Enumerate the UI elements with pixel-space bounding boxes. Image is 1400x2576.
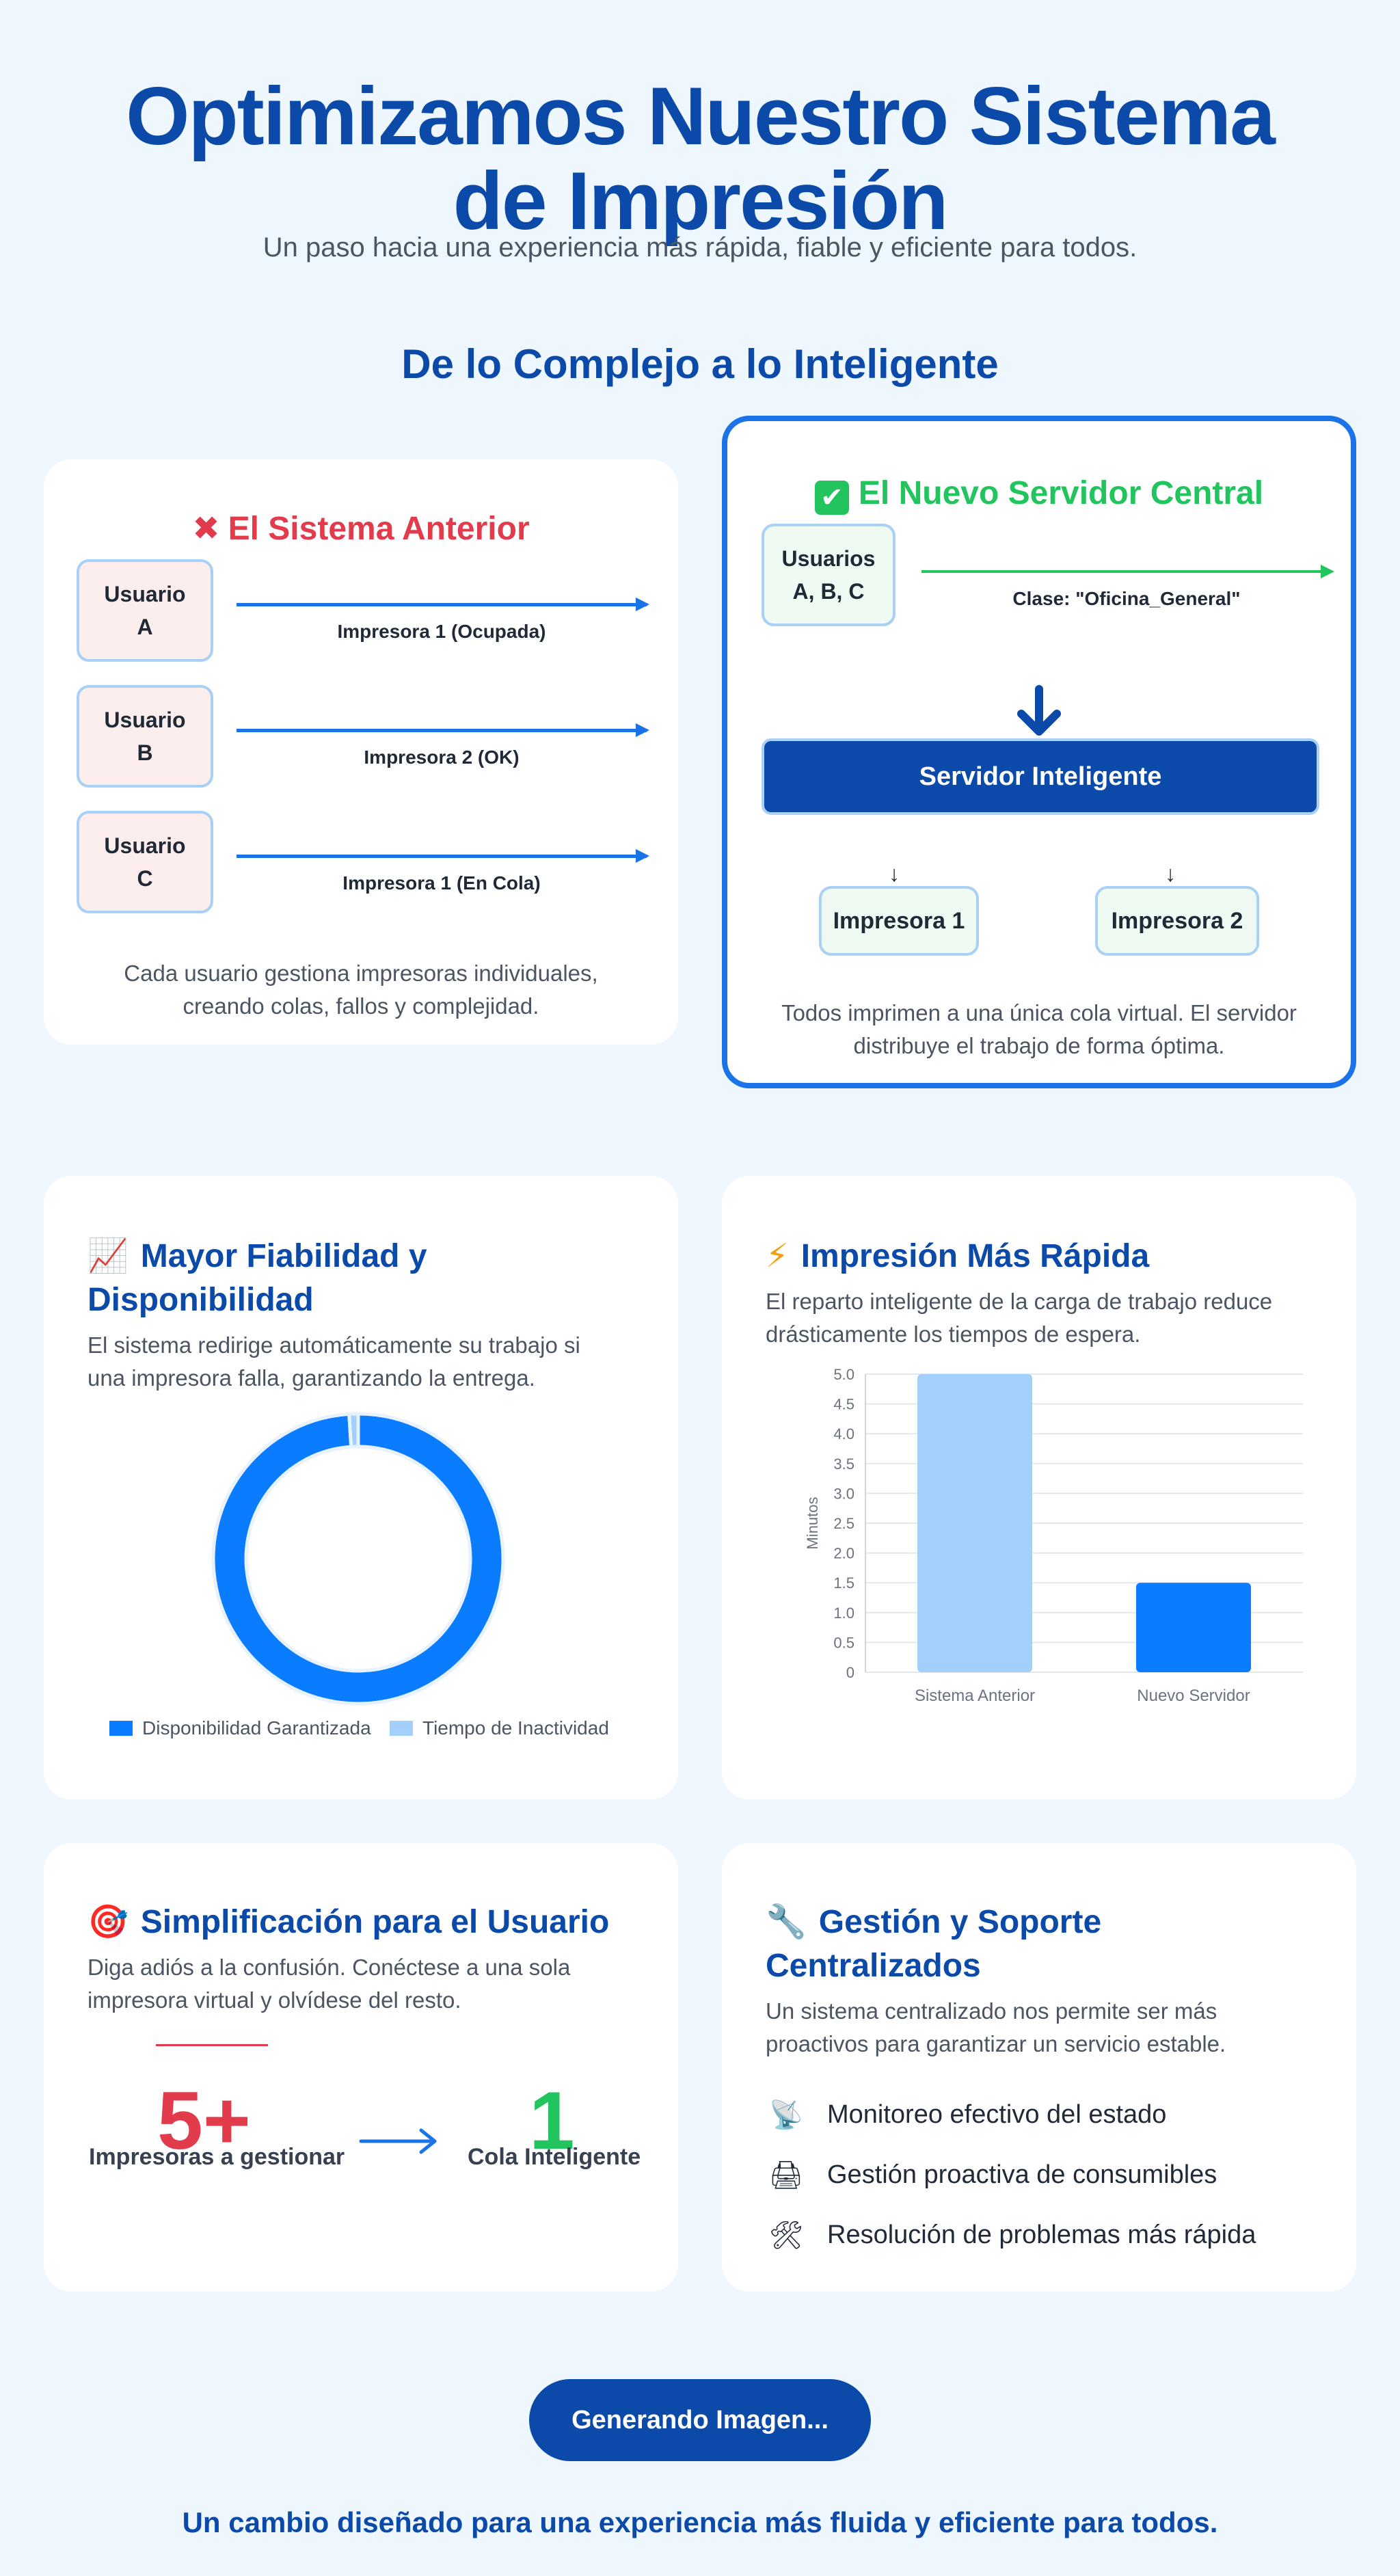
y-tick-label: 3.0 xyxy=(833,1485,854,1502)
donut-chart xyxy=(211,1412,505,1706)
legend-downtime: Tiempo de Inactividad xyxy=(390,1717,609,1739)
user-box-a: Usuario A xyxy=(77,559,213,662)
small-arrow-icon: ↓ xyxy=(889,861,900,886)
new-system-card: ✔ El Nuevo Servidor Central Usuarios A, B,… xyxy=(722,416,1356,1088)
y-tick-label: 0.5 xyxy=(833,1634,854,1651)
lightning-icon: ⚡ xyxy=(766,1238,789,1274)
old-system-title: ✖ El Sistema Anterior xyxy=(192,511,530,547)
hero-subtitle: Un paso hacia una experiencia más rápida… xyxy=(262,232,1138,263)
user-box-c: Usuario C xyxy=(77,811,213,913)
donut-slice xyxy=(211,1412,505,1706)
footer-text: Un cambio diseñado para una experiencia … xyxy=(182,2506,1218,2538)
small-arrow-icon: ↓ xyxy=(1165,861,1176,886)
legend-swatch xyxy=(390,1721,413,1736)
arrow-line xyxy=(237,849,649,863)
bar-chart: 0 0.5 1.0 1.5 2.0 2.5 3.0 3.5 4.0 4.5 5.0 Minutos Si… xyxy=(804,1366,1303,1705)
y-tick-label: 5.0 xyxy=(833,1366,854,1383)
arrow-right-icon xyxy=(358,2128,440,2158)
y-axis-label: Minutos xyxy=(804,1497,821,1549)
y-tick-label: 4.5 xyxy=(833,1396,854,1413)
simplify-desc: Diga adiós a la confusión. Conéctese a u… xyxy=(88,1955,571,2013)
support-title: 🔧 Gestión y Soporte Centralizados xyxy=(766,1904,1102,1984)
simplify-title: 🎯 Simplificación para el Usuario xyxy=(88,1904,610,1940)
printer-icon: 🖨 xyxy=(768,2160,804,2190)
legend-availability: Disponibilidad Garantizada xyxy=(109,1717,371,1739)
new-system-title: ✔ El Nuevo Servidor Central xyxy=(727,472,1351,515)
support-card: 🔧 Gestión y Soporte Centralizados Un sist… xyxy=(722,1843,1356,2292)
y-tick-label: 2.0 xyxy=(833,1545,854,1562)
reliability-card: 📈 Mayor Fiabilidad y Disponibilidad El si… xyxy=(44,1176,678,1799)
arrow-line xyxy=(237,598,649,611)
new-system-desc: Todos imprimen a una única cola virtual.… xyxy=(781,1000,1297,1058)
reliability-title: 📈 Mayor Fiabilidad y Disponibilidad xyxy=(88,1238,427,1318)
big-number-right: 1 xyxy=(529,2075,575,2166)
label-right: Cola Inteligente xyxy=(468,2144,641,2170)
printer-2-box: Impresora 2 xyxy=(1095,886,1259,956)
y-tick-label: 1.0 xyxy=(833,1605,854,1622)
speed-desc: El reparto inteligente de la carga de tr… xyxy=(766,1289,1273,1347)
y-tick-label: 2.5 xyxy=(833,1515,854,1532)
y-tick-label: 3.5 xyxy=(833,1455,854,1473)
donut-slice xyxy=(347,1412,360,1449)
chart-up-icon: 📈 xyxy=(88,1238,129,1274)
support-item: 🛠 Resolución de problemas más rápida xyxy=(766,2219,1256,2251)
reliability-desc: El sistema redirige automáticamente su t… xyxy=(88,1332,580,1391)
support-desc: Un sistema centralizado nos permite ser … xyxy=(766,1998,1226,2056)
x-tick-label: Nuevo Servidor xyxy=(1137,1687,1250,1705)
label-left: Impresoras a gestionar xyxy=(89,2144,345,2170)
class-label: Clase: "Oficina_General" xyxy=(1012,588,1241,609)
support-item: 📡 Monitoreo efectivo del estado xyxy=(766,2099,1166,2131)
y-tick-label: 4.0 xyxy=(833,1425,854,1443)
printer-label: Impresora 2 (OK) xyxy=(364,747,520,768)
bar xyxy=(917,1374,1032,1672)
green-arrow-line xyxy=(921,565,1334,578)
wrench-icon: 🔧 xyxy=(766,1904,807,1940)
server-bar: Servidor Inteligente xyxy=(762,738,1319,815)
users-box: Usuarios A, B, C xyxy=(762,524,896,626)
printer-label: Impresora 1 (Ocupada) xyxy=(337,621,546,642)
satellite-icon: 📡 xyxy=(769,2100,803,2130)
old-system-desc: Cada usuario gestiona impresoras individ… xyxy=(124,961,598,1019)
simplify-card: 🎯 Simplificación para el Usuario Diga adi… xyxy=(44,1843,678,2292)
tools-icon: 🛠 xyxy=(768,2221,804,2251)
big-number-left: 5+ xyxy=(157,2075,251,2166)
speed-card: ⚡ Impresión Más Rápida El reparto intelig… xyxy=(722,1176,1356,1799)
speed-title: ⚡ Impresión Más Rápida xyxy=(766,1238,1150,1274)
generating-image-button[interactable]: Generando Imagen... xyxy=(529,2379,871,2461)
legend-swatch xyxy=(109,1721,133,1736)
old-system-card: ✖ El Sistema Anterior Usuario A Impresora … xyxy=(44,459,678,1045)
y-tick-label: 1.5 xyxy=(833,1574,854,1592)
hero-title-line1: Optimizamos Nuestro Sistema xyxy=(126,70,1276,162)
check-icon: ✔ xyxy=(814,481,849,515)
x-tick-label: Sistema Anterior xyxy=(915,1687,1035,1705)
hero-title-line2: de Impresión xyxy=(453,155,949,247)
printer-label: Impresora 1 (En Cola) xyxy=(342,872,541,894)
arrow-down-icon xyxy=(1012,685,1066,743)
strike-line xyxy=(156,2044,268,2046)
support-item: 🖨 Gestión proactiva de consumibles xyxy=(766,2159,1217,2191)
cross-icon: ✖ xyxy=(192,511,220,547)
y-tick-label: 0 xyxy=(846,1664,854,1681)
user-box-b: Usuario B xyxy=(77,685,213,788)
arrow-line xyxy=(237,723,649,737)
section-title: De lo Complejo a lo Inteligente xyxy=(401,341,999,387)
bar xyxy=(1136,1583,1251,1672)
target-icon: 🎯 xyxy=(88,1904,129,1940)
hero-title: Optimizamos Nuestro Sistema de Impresión xyxy=(0,74,1400,243)
printer-1-box: Impresora 1 xyxy=(819,886,979,956)
